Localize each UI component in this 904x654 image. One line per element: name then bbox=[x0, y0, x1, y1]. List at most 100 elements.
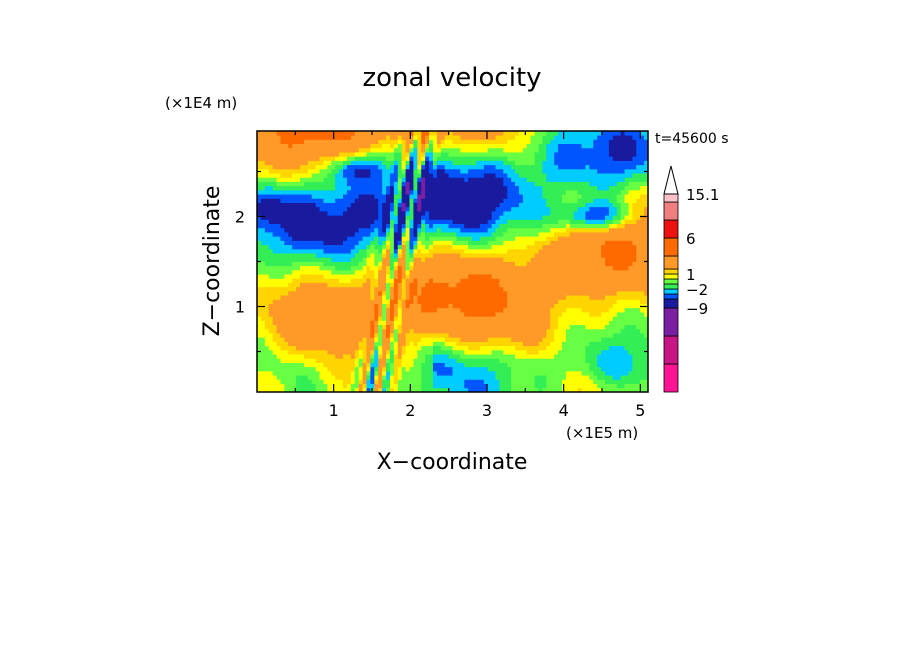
heatmap-cell bbox=[565, 316, 571, 321]
heatmap-cell bbox=[542, 354, 547, 359]
heatmap-cell bbox=[616, 379, 622, 384]
heatmap-cell bbox=[503, 320, 508, 326]
heatmap-cell bbox=[296, 303, 301, 309]
heatmap-cell bbox=[468, 341, 473, 347]
heatmap-cell bbox=[374, 354, 379, 359]
heatmap-cell bbox=[616, 236, 622, 241]
heatmap-cell bbox=[644, 269, 648, 275]
heatmap-cell bbox=[542, 181, 547, 187]
heatmap-cell bbox=[632, 223, 637, 229]
heatmap-cell bbox=[311, 349, 317, 355]
heatmap-cell bbox=[346, 181, 352, 187]
heatmap-cell bbox=[487, 253, 492, 258]
heatmap-cell bbox=[425, 370, 430, 376]
heatmap-cell bbox=[644, 345, 648, 351]
heatmap-cell bbox=[440, 232, 446, 237]
heatmap-cell bbox=[300, 333, 305, 338]
heatmap-cell bbox=[460, 349, 465, 355]
heatmap-cell bbox=[499, 202, 504, 208]
heatmap-cell bbox=[366, 181, 371, 187]
heatmap-cell bbox=[577, 295, 582, 300]
heatmap-cell bbox=[343, 248, 348, 254]
heatmap-cell bbox=[546, 185, 551, 191]
heatmap-cell bbox=[350, 341, 356, 347]
heatmap-cell bbox=[354, 307, 360, 313]
heatmap-cell bbox=[577, 210, 582, 216]
heatmap-cell bbox=[327, 328, 332, 334]
heatmap-cell bbox=[608, 236, 614, 241]
heatmap-cell bbox=[288, 257, 293, 262]
heatmap-cell bbox=[288, 265, 293, 271]
heatmap-cell bbox=[257, 274, 262, 279]
heatmap-cell bbox=[640, 232, 645, 237]
heatmap-cell bbox=[468, 290, 473, 296]
heatmap-cell bbox=[491, 337, 496, 342]
heatmap-cell bbox=[538, 232, 543, 237]
heatmap-cell bbox=[542, 274, 547, 279]
heatmap-cell bbox=[565, 265, 571, 271]
heatmap-cell bbox=[612, 375, 618, 380]
heatmap-cell bbox=[636, 303, 641, 309]
heatmap-cell bbox=[307, 236, 313, 241]
heatmap-cell bbox=[518, 198, 524, 203]
heatmap-cell bbox=[593, 181, 598, 187]
heatmap-cell bbox=[472, 236, 477, 241]
heatmap-cell bbox=[358, 215, 363, 220]
heatmap-cell bbox=[323, 236, 328, 241]
heatmap-cell bbox=[409, 320, 414, 326]
heatmap-cell bbox=[616, 362, 622, 368]
heatmap-cell bbox=[444, 375, 449, 380]
heatmap-cell bbox=[483, 307, 489, 313]
heatmap-cell bbox=[307, 379, 313, 384]
heatmap-cell bbox=[409, 223, 414, 229]
heatmap-cell bbox=[628, 286, 633, 292]
heatmap-cell bbox=[288, 354, 293, 359]
heatmap-cell bbox=[569, 312, 575, 317]
heatmap-cell bbox=[413, 362, 418, 368]
heatmap-cell bbox=[542, 215, 547, 220]
heatmap-cell bbox=[440, 320, 446, 326]
heatmap-cell bbox=[323, 253, 328, 258]
heatmap-cell bbox=[518, 387, 524, 392]
heatmap-cell bbox=[257, 185, 262, 191]
heatmap-cell bbox=[397, 215, 403, 220]
heatmap-cell bbox=[604, 333, 610, 338]
heatmap-cell bbox=[522, 253, 528, 258]
heatmap-cell bbox=[335, 366, 340, 372]
heatmap-cell bbox=[511, 282, 516, 288]
heatmap-cell bbox=[499, 354, 504, 359]
heatmap-cell bbox=[264, 232, 270, 237]
heatmap-cell bbox=[589, 227, 594, 233]
heatmap-cell bbox=[503, 312, 508, 317]
heatmap-cell bbox=[518, 181, 524, 187]
heatmap-cell bbox=[542, 223, 547, 229]
heatmap-cell bbox=[268, 257, 274, 262]
heatmap-cell bbox=[319, 290, 324, 296]
heatmap-cell bbox=[460, 370, 465, 376]
heatmap-cell bbox=[374, 341, 379, 347]
heatmap-cell bbox=[483, 375, 489, 380]
heatmap-cell bbox=[280, 253, 285, 258]
heatmap-cell bbox=[522, 375, 528, 380]
heatmap-cell bbox=[268, 206, 274, 212]
heatmap-cell bbox=[472, 383, 477, 389]
heatmap-cell bbox=[472, 210, 477, 216]
heatmap-cell bbox=[624, 248, 629, 254]
heatmap-cell bbox=[292, 253, 297, 258]
heatmap-cell bbox=[487, 324, 492, 330]
heatmap-cell bbox=[432, 312, 438, 317]
heatmap-cell bbox=[440, 269, 446, 275]
heatmap-cell bbox=[331, 257, 336, 262]
heatmap-cell bbox=[644, 265, 648, 271]
heatmap-cell bbox=[354, 185, 360, 191]
heatmap-cell bbox=[487, 236, 492, 241]
heatmap-cell bbox=[604, 202, 610, 208]
heatmap-cell bbox=[260, 206, 266, 212]
heatmap-cell bbox=[503, 362, 508, 368]
heatmap-cell bbox=[542, 358, 547, 363]
heatmap-cell bbox=[409, 236, 414, 241]
heatmap-cell bbox=[452, 286, 457, 292]
heatmap-cell bbox=[319, 316, 324, 321]
heatmap-cell bbox=[612, 324, 618, 330]
heatmap-cell bbox=[608, 341, 614, 347]
